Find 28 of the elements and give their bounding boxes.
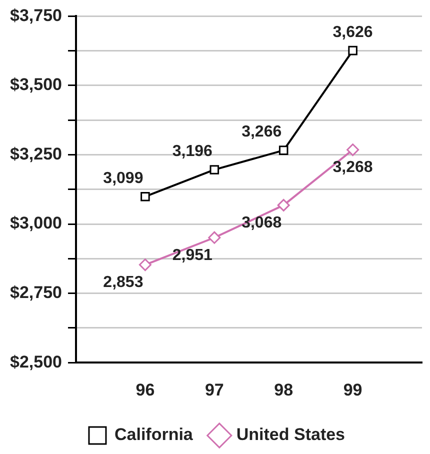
x-tick-label: 97 xyxy=(204,380,224,400)
y-tick-label: $3,500 xyxy=(10,75,62,94)
point xyxy=(208,231,221,244)
data-label: 3,099 xyxy=(103,170,144,188)
y-tick-label: $3,000 xyxy=(10,214,62,233)
y-tick-label: $2,750 xyxy=(10,283,62,302)
data-label: 2,853 xyxy=(103,274,144,292)
point xyxy=(278,146,288,155)
data-label: 3,266 xyxy=(242,124,282,141)
point xyxy=(348,46,358,56)
x-tick-label: 99 xyxy=(343,380,362,400)
y-tick-label: $3,250 xyxy=(10,144,62,164)
legend-label: California xyxy=(114,425,194,444)
x-tick-label: 96 xyxy=(136,380,155,400)
y-tick-label: $2,500 xyxy=(10,352,62,372)
point xyxy=(210,165,220,174)
point xyxy=(140,192,150,202)
point xyxy=(277,198,290,212)
y-tick-label: $3,750 xyxy=(10,6,62,25)
legend-label: United States xyxy=(236,425,346,444)
data-label: 3,626 xyxy=(332,24,373,41)
data-label: 3,268 xyxy=(332,159,373,176)
point xyxy=(138,258,152,272)
data-label: 3,068 xyxy=(242,214,282,232)
point xyxy=(346,144,360,156)
x-tick-label: 98 xyxy=(274,380,294,400)
data-label: 2,951 xyxy=(172,247,213,264)
data-label: 3,196 xyxy=(172,143,213,160)
